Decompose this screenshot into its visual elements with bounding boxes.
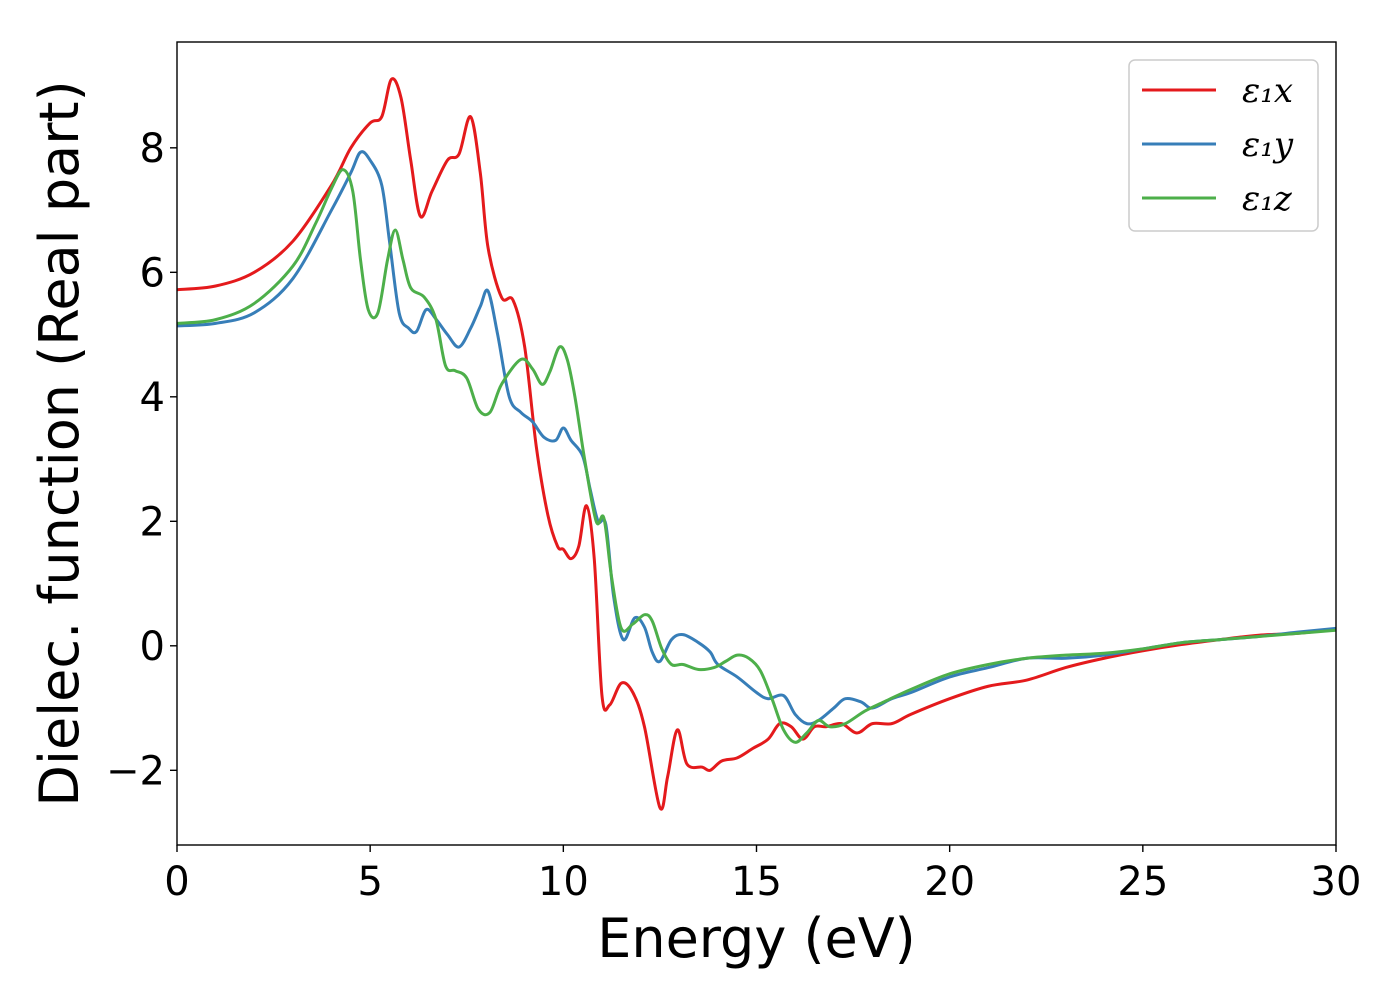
series-line-epsilon1-x: [177, 77, 1336, 811]
y-tick-label: 4: [140, 375, 165, 421]
legend: ε₁x ε₁y ε₁z: [1128, 59, 1319, 232]
y-tick-label: 6: [140, 250, 165, 296]
legend-label-epsilon1-y: ε₁y: [1242, 125, 1294, 165]
x-tick-label: 30: [1311, 859, 1362, 905]
x-tick-label: 20: [924, 859, 975, 905]
x-tick-label: 0: [164, 859, 189, 905]
series-line-epsilon1-y: [177, 150, 1336, 726]
x-tick-label: 25: [1117, 859, 1168, 905]
series-lines: [177, 77, 1336, 811]
y-tick-label: −2: [106, 748, 165, 794]
x-axis-label: Energy (eV): [597, 907, 916, 970]
y-tick-label: 0: [140, 624, 165, 670]
x-tick-label: 10: [538, 859, 589, 905]
x-tick-label: 15: [731, 859, 782, 905]
legend-label-epsilon1-z: ε₁z: [1242, 179, 1293, 219]
y-tick-label: 2: [140, 499, 165, 545]
y-axis-label: Dielec. function (Real part): [28, 80, 91, 806]
y-tick-label: 8: [140, 126, 165, 172]
axis-ticks: 0 5 10 15 20 25 30 −2 0 2 4 6 8: [106, 126, 1361, 905]
x-tick-label: 5: [357, 859, 382, 905]
series-line-epsilon1-z: [177, 168, 1336, 744]
legend-label-epsilon1-x: ε₁x: [1242, 71, 1293, 111]
legend-box: [1128, 59, 1319, 232]
